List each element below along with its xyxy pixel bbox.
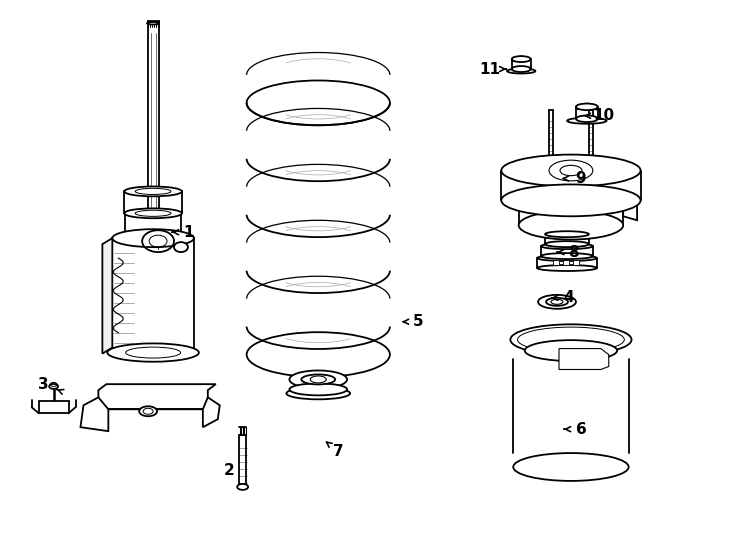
Ellipse shape bbox=[147, 22, 159, 24]
Ellipse shape bbox=[525, 340, 617, 361]
Text: 4: 4 bbox=[564, 291, 574, 305]
Polygon shape bbox=[559, 349, 608, 369]
Bar bbox=[553, 260, 559, 265]
Polygon shape bbox=[203, 397, 219, 427]
Ellipse shape bbox=[124, 208, 182, 218]
Ellipse shape bbox=[576, 104, 597, 110]
Ellipse shape bbox=[512, 56, 531, 62]
Ellipse shape bbox=[510, 325, 631, 355]
Ellipse shape bbox=[545, 241, 589, 247]
Ellipse shape bbox=[541, 243, 593, 249]
Text: 8: 8 bbox=[569, 245, 579, 260]
Ellipse shape bbox=[567, 118, 606, 124]
Ellipse shape bbox=[501, 154, 641, 186]
Ellipse shape bbox=[174, 242, 188, 252]
Ellipse shape bbox=[541, 253, 593, 259]
Ellipse shape bbox=[289, 383, 347, 395]
Text: 5: 5 bbox=[413, 314, 423, 329]
Polygon shape bbox=[623, 200, 637, 220]
Ellipse shape bbox=[537, 255, 597, 261]
Ellipse shape bbox=[289, 370, 347, 388]
Ellipse shape bbox=[545, 231, 589, 237]
Text: 7: 7 bbox=[333, 443, 344, 458]
Bar bbox=[573, 260, 579, 265]
Ellipse shape bbox=[538, 295, 576, 309]
Text: 6: 6 bbox=[575, 422, 586, 437]
Ellipse shape bbox=[519, 211, 623, 240]
Ellipse shape bbox=[237, 484, 248, 490]
Ellipse shape bbox=[286, 387, 350, 400]
Ellipse shape bbox=[124, 186, 182, 197]
Text: 3: 3 bbox=[38, 377, 49, 392]
Text: 2: 2 bbox=[223, 463, 234, 478]
Text: 11: 11 bbox=[479, 62, 500, 77]
Bar bbox=[563, 260, 569, 265]
Text: 1: 1 bbox=[184, 225, 195, 240]
Ellipse shape bbox=[112, 229, 194, 247]
Ellipse shape bbox=[546, 298, 568, 306]
Ellipse shape bbox=[49, 384, 58, 389]
Bar bbox=[39, 401, 68, 413]
Polygon shape bbox=[81, 397, 109, 431]
Ellipse shape bbox=[513, 453, 628, 481]
Polygon shape bbox=[102, 238, 112, 354]
Ellipse shape bbox=[576, 116, 597, 122]
Text: 9: 9 bbox=[575, 171, 586, 186]
Polygon shape bbox=[98, 384, 216, 409]
Ellipse shape bbox=[537, 265, 597, 271]
Ellipse shape bbox=[302, 374, 335, 384]
Ellipse shape bbox=[507, 69, 535, 73]
Ellipse shape bbox=[107, 343, 199, 362]
Ellipse shape bbox=[501, 185, 641, 217]
Ellipse shape bbox=[512, 66, 531, 72]
Bar bbox=[112, 238, 194, 348]
Text: 10: 10 bbox=[593, 109, 614, 123]
Ellipse shape bbox=[139, 406, 157, 416]
